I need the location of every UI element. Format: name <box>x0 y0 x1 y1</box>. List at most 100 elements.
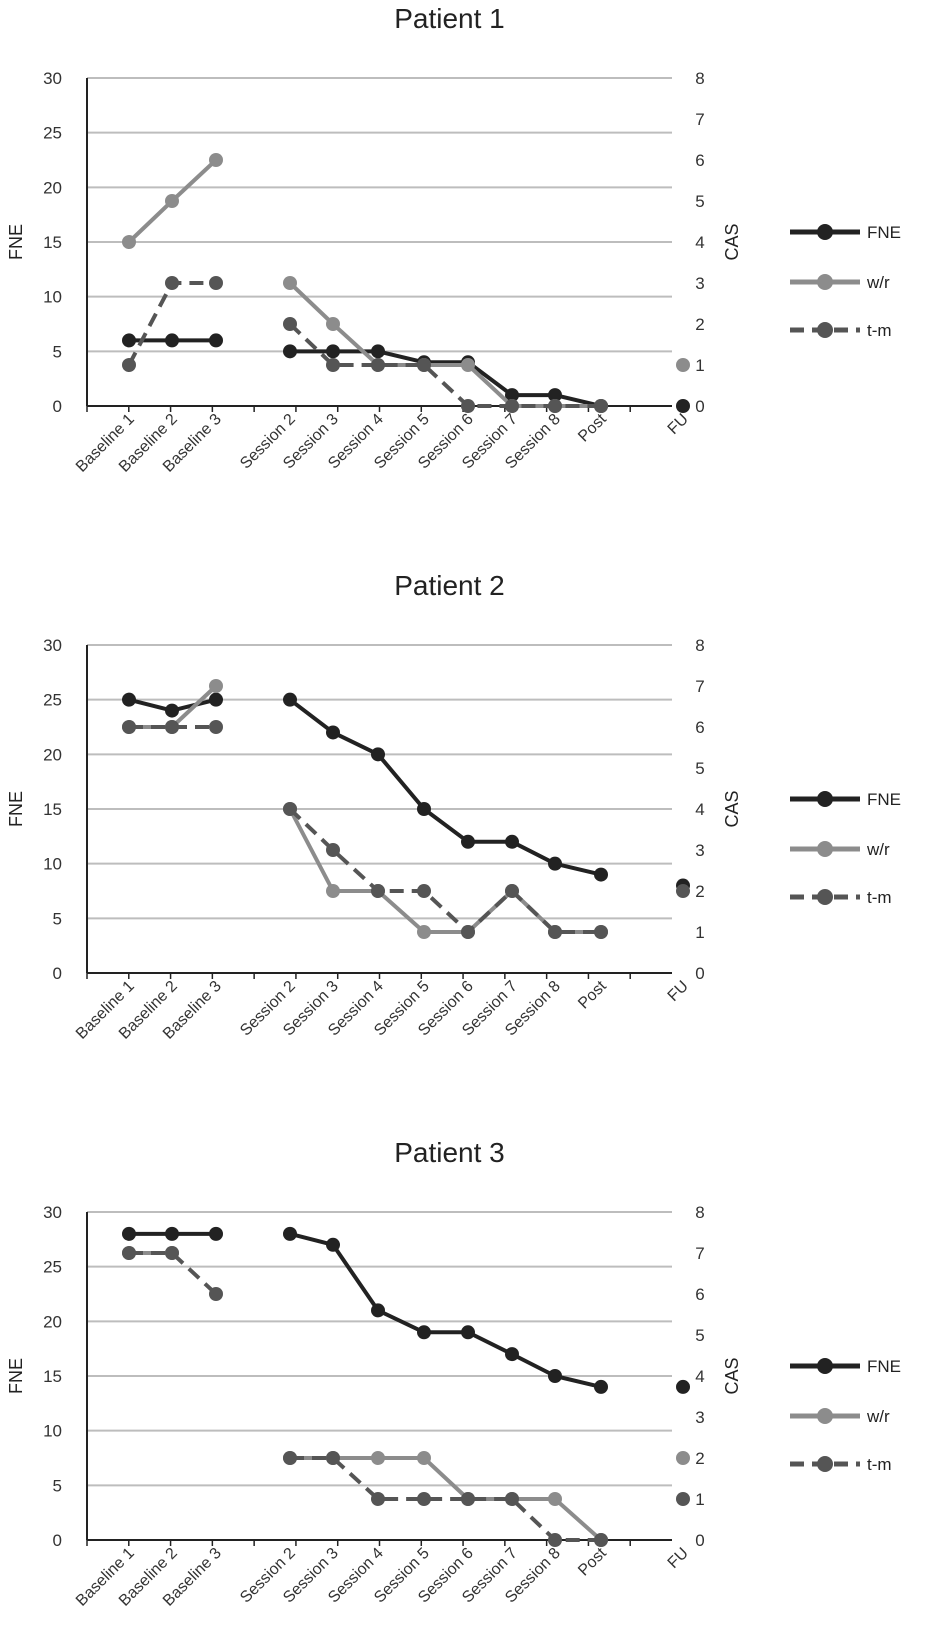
y-tick-label: 20 <box>43 745 62 764</box>
y-tick-label: 15 <box>43 1367 62 1386</box>
y-tick-label: 10 <box>43 855 62 874</box>
y-tick-label: 5 <box>53 1476 62 1495</box>
data-point <box>594 1533 608 1547</box>
data-point <box>594 867 608 882</box>
data-point <box>548 388 562 403</box>
series-FNE <box>122 1226 690 1394</box>
data-point <box>676 1379 690 1394</box>
legend-entry: t-m <box>790 888 892 907</box>
legend-label: FNE <box>867 1357 901 1376</box>
data-point <box>417 802 431 816</box>
y2-tick-label: 3 <box>695 1408 704 1427</box>
legend-label: t-m <box>867 1455 892 1474</box>
data-point <box>505 834 519 849</box>
data-point <box>548 856 562 871</box>
data-point <box>676 1492 690 1506</box>
legend-entry: FNE <box>790 790 901 809</box>
series-line <box>288 807 601 934</box>
data-point <box>594 925 608 939</box>
data-point <box>283 344 297 359</box>
legend-entry: w/r <box>790 273 890 292</box>
y-tick-label: 15 <box>43 800 62 819</box>
data-point <box>122 235 136 249</box>
data-point <box>505 1347 519 1362</box>
data-point <box>461 358 475 372</box>
series-line <box>289 1231 602 1389</box>
data-point <box>371 1451 385 1465</box>
y-axis-label: FNE <box>6 791 26 827</box>
y-tick-label: 20 <box>43 1312 62 1331</box>
y-tick-label: 25 <box>43 691 62 710</box>
legend-entry: FNE <box>790 223 901 242</box>
data-point <box>417 1325 431 1340</box>
data-point <box>461 1325 475 1340</box>
data-point <box>676 358 690 372</box>
chart-title: Patient 2 <box>394 570 505 601</box>
y2-axis-label: CAS <box>722 223 742 260</box>
data-point <box>461 925 475 939</box>
y-tick-label: 25 <box>43 1258 62 1277</box>
data-point <box>505 388 519 403</box>
y2-tick-label: 1 <box>695 923 704 942</box>
series-line <box>127 281 216 366</box>
data-point <box>122 692 136 707</box>
legend-marker <box>817 791 833 807</box>
legend-marker <box>817 889 833 905</box>
data-point <box>165 1246 179 1260</box>
y2-axis-label: CAS <box>722 790 742 827</box>
data-point <box>371 344 385 359</box>
x-tick-label: Post <box>575 410 610 445</box>
y-tick-label: 0 <box>53 964 62 983</box>
legend-marker <box>817 841 833 857</box>
y2-tick-label: 0 <box>695 1531 704 1550</box>
x-tick-label: FU <box>665 411 692 438</box>
y-tick-label: 30 <box>43 1203 62 1222</box>
y2-tick-label: 7 <box>695 677 704 696</box>
data-point <box>676 884 690 898</box>
data-point <box>283 1451 297 1465</box>
x-tick-label: Post <box>575 977 610 1012</box>
data-point <box>209 276 223 290</box>
legend-entry: t-m <box>790 321 892 340</box>
data-point <box>209 720 223 734</box>
y2-tick-label: 2 <box>695 882 704 901</box>
y2-tick-label: 0 <box>695 964 704 983</box>
series-w/r <box>122 153 690 413</box>
y2-tick-label: 4 <box>695 800 704 819</box>
y2-tick-label: 4 <box>695 1367 704 1386</box>
data-point <box>371 1492 385 1506</box>
data-point <box>283 276 297 290</box>
legend-label: w/r <box>866 1407 890 1426</box>
data-point <box>417 925 431 939</box>
legend-marker <box>817 274 833 290</box>
legend-label: FNE <box>867 223 901 242</box>
data-point <box>461 399 475 413</box>
series-t-m <box>122 720 690 939</box>
series-t-m <box>122 1246 690 1547</box>
data-point <box>548 1492 562 1506</box>
data-point <box>326 1451 340 1465</box>
data-point <box>209 1287 223 1301</box>
y2-tick-label: 7 <box>695 110 704 129</box>
data-point <box>371 1303 385 1318</box>
legend-label: t-m <box>867 321 892 340</box>
data-point <box>283 692 297 707</box>
chart-title: Patient 3 <box>394 1137 505 1168</box>
legend-marker <box>817 1456 833 1472</box>
y-tick-label: 30 <box>43 636 62 655</box>
data-point <box>209 1226 223 1241</box>
legend-label: FNE <box>867 790 901 809</box>
data-point <box>122 358 136 372</box>
data-point <box>371 884 385 898</box>
data-point <box>676 1451 690 1465</box>
y-tick-label: 5 <box>53 342 62 361</box>
data-point <box>548 925 562 939</box>
data-point <box>165 703 179 718</box>
legend-label: w/r <box>866 273 890 292</box>
data-point <box>326 725 340 740</box>
data-point <box>548 1533 562 1547</box>
legend-entry: FNE <box>790 1357 901 1376</box>
y2-tick-label: 2 <box>695 315 704 334</box>
legend-entry: w/r <box>790 840 890 859</box>
